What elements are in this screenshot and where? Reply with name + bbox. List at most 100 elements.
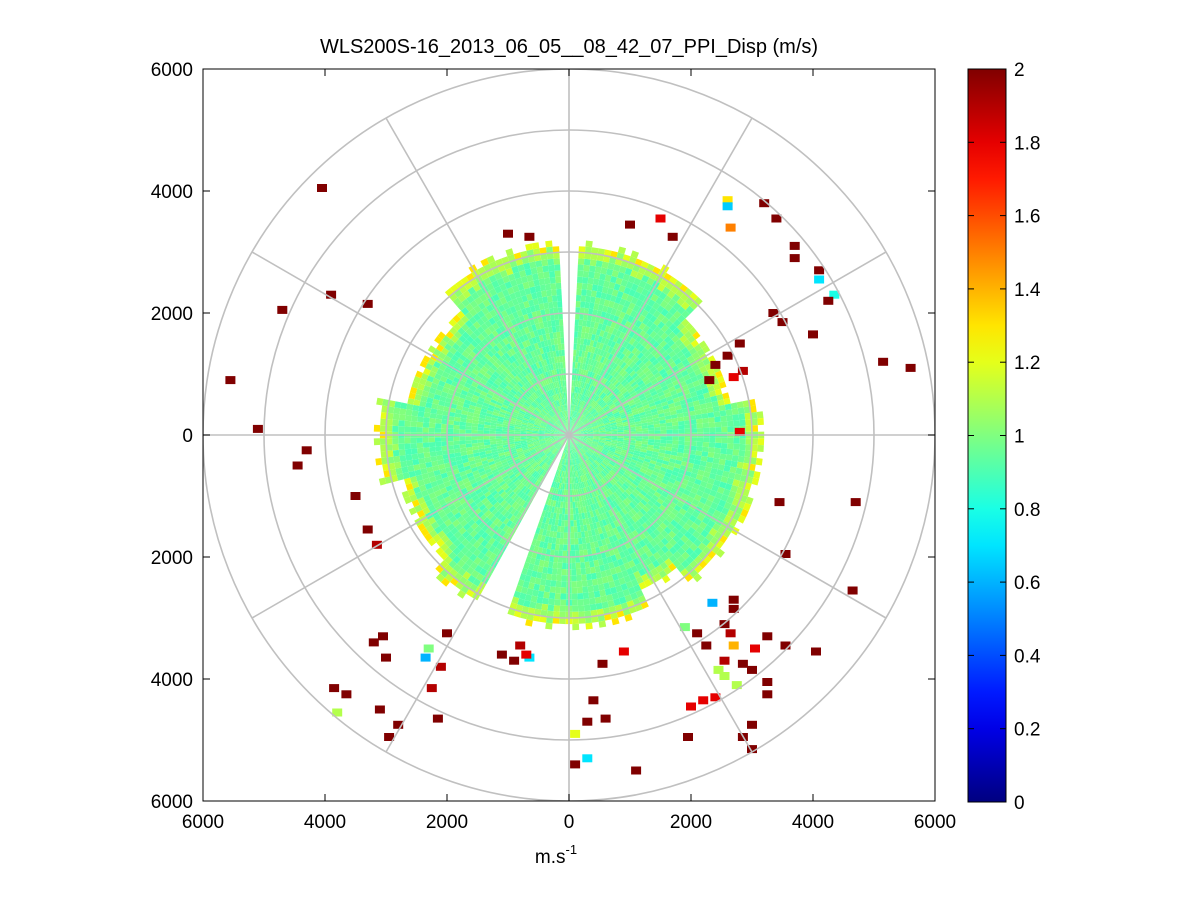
field-cell <box>605 389 611 395</box>
field-cell <box>647 444 654 449</box>
field-cell <box>592 394 597 400</box>
field-cell <box>585 452 590 458</box>
field-cell <box>583 382 587 389</box>
field-cell <box>591 393 596 400</box>
field-cell <box>465 395 473 402</box>
field-cell <box>449 407 457 413</box>
field-cell <box>725 454 733 461</box>
field-cell <box>580 428 587 431</box>
field-cell <box>577 374 581 382</box>
field-cell <box>651 470 659 477</box>
field-cell <box>652 302 660 311</box>
field-cell <box>664 303 673 312</box>
field-cell <box>471 423 479 427</box>
field-cell <box>751 444 758 452</box>
field-cell <box>559 439 565 444</box>
field-cell <box>417 383 425 391</box>
field-cell <box>583 487 587 494</box>
field-cell <box>556 435 563 437</box>
field-cell <box>490 446 498 451</box>
field-cell <box>498 396 505 402</box>
field-cell <box>523 403 529 409</box>
field-cell <box>523 561 530 570</box>
field-cell <box>627 477 634 483</box>
field-cell <box>649 539 658 547</box>
field-cell <box>595 448 602 453</box>
field-cell <box>513 353 520 360</box>
field-cell <box>685 296 694 306</box>
field-cell <box>733 437 740 444</box>
field-cell <box>410 421 418 427</box>
field-cell <box>449 515 457 524</box>
field-cell <box>680 568 690 578</box>
field-cell <box>655 296 664 306</box>
field-cell <box>587 432 594 434</box>
field-cell <box>590 455 596 461</box>
field-cell <box>640 490 647 497</box>
field-cell <box>592 412 599 417</box>
field-cell <box>509 499 516 507</box>
field-cell <box>679 399 687 405</box>
field-cell <box>600 551 607 559</box>
field-cell <box>530 386 536 393</box>
field-cell <box>444 462 452 469</box>
field-cell <box>542 529 547 536</box>
field-cell <box>495 438 503 442</box>
field-cell <box>678 508 687 516</box>
field-cell <box>466 415 474 420</box>
field-cell <box>477 436 484 440</box>
field-cell <box>684 330 693 339</box>
field-cell <box>529 544 536 552</box>
field-cell <box>671 508 679 516</box>
field-cell <box>707 494 715 502</box>
field-cell <box>542 447 549 452</box>
field-cell <box>603 396 610 402</box>
field-cell <box>465 378 473 386</box>
field-cell <box>542 463 547 470</box>
field-cell <box>612 455 619 460</box>
field-cell <box>713 479 721 487</box>
field-cell <box>491 354 499 362</box>
field-cell <box>607 600 615 608</box>
field-cell <box>584 480 589 487</box>
field-cell <box>553 449 558 455</box>
field-cell <box>535 418 542 423</box>
field-cell <box>520 468 527 474</box>
field-cell <box>532 377 538 384</box>
field-cell <box>605 293 612 301</box>
field-cell <box>538 437 545 439</box>
field-cell <box>543 339 549 347</box>
field-cell <box>520 328 527 336</box>
field-cell <box>499 347 507 355</box>
field-cell <box>587 390 592 397</box>
field-cell <box>484 509 492 517</box>
field-cell <box>560 418 564 425</box>
field-cell <box>521 424 528 427</box>
field-cell <box>495 299 503 307</box>
field-cell <box>435 414 443 420</box>
field-cell <box>497 418 504 423</box>
field-cell <box>545 426 552 429</box>
field-cell <box>453 391 461 398</box>
field-cell <box>502 289 510 297</box>
field-cell <box>718 499 727 508</box>
field-cell <box>632 522 639 530</box>
field-cell <box>647 363 655 370</box>
field-cell <box>585 326 590 334</box>
field-cell <box>457 534 466 543</box>
field-cell <box>705 482 714 490</box>
field-cell <box>638 547 646 556</box>
field-cell <box>644 455 652 460</box>
field-cell <box>590 421 597 425</box>
field-cell <box>563 446 566 453</box>
field-cell <box>593 541 599 548</box>
field-cell <box>420 528 430 537</box>
field-cell <box>601 451 607 456</box>
field-cell <box>481 330 489 339</box>
field-cell <box>563 477 566 484</box>
field-cell <box>523 450 530 455</box>
field-cell <box>404 437 411 444</box>
field-cell <box>600 463 606 469</box>
field-cell <box>527 490 533 497</box>
field-cell <box>579 456 583 463</box>
